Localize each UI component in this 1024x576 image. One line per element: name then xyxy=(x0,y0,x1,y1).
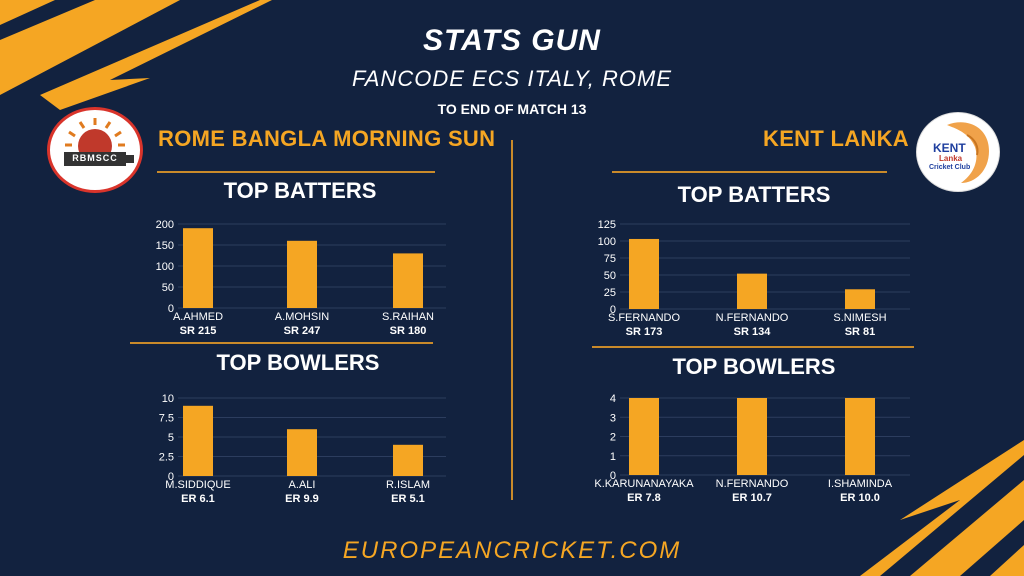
bar xyxy=(183,228,213,308)
rbmscc-logo: RBMSCC xyxy=(47,107,143,193)
y-tick-label: 0 xyxy=(610,304,616,316)
left-bowlers-chart: 0 2.5 5 7.5 10 M.SIDDIQUE ER 6.1 A.ALI ER 9.9 R.I… xyxy=(159,393,446,505)
x-sub-label: SR 247 xyxy=(284,325,321,337)
right-team-name: KENT LANKA xyxy=(763,126,909,151)
logo-text-kent: KENT xyxy=(933,141,966,155)
right-bowlers-heading: TOP BOWLERS xyxy=(672,354,836,379)
page-title: STATS GUN xyxy=(423,24,601,57)
stripe-bottom-right-3 xyxy=(990,545,1024,576)
y-tick-label: 75 xyxy=(604,253,616,265)
right-rule-top xyxy=(612,171,887,173)
x-sub-label: SR 215 xyxy=(180,325,217,337)
stripe-top-left-2 xyxy=(0,0,55,25)
y-tick-label: 0 xyxy=(610,470,616,482)
bar xyxy=(393,444,423,476)
right-rule-mid xyxy=(592,346,914,348)
x-category-label: N.FERNANDO xyxy=(716,312,789,324)
center-divider xyxy=(511,140,513,500)
y-tick-label: 10 xyxy=(162,393,174,405)
x-category-label: A.AHMED xyxy=(173,311,223,323)
stripe-top-left-1 xyxy=(0,0,180,95)
stripe-bottom-right-2 xyxy=(860,440,1024,576)
sun-emblem-icon xyxy=(64,118,134,166)
x-sub-label: SR 180 xyxy=(390,325,427,337)
x-sub-label: SR 134 xyxy=(734,326,772,338)
y-tick-label: 25 xyxy=(604,287,616,299)
y-tick-label: 150 xyxy=(156,240,174,252)
x-sub-label: ER 7.8 xyxy=(627,492,661,504)
x-sub-label: ER 5.1 xyxy=(391,493,425,505)
x-sub-label: ER 10.0 xyxy=(840,492,880,504)
bar xyxy=(287,240,317,308)
x-category-label: S.RAIHAN xyxy=(382,311,434,323)
lion-emblem-icon xyxy=(947,122,989,183)
left-batters-heading: TOP BATTERS xyxy=(223,178,377,203)
footer-site: EUROPEANCRICKET.COM xyxy=(342,537,682,564)
page-subtitle: FANCODE ECS ITALY, ROME xyxy=(351,66,673,91)
kent-lanka-logo: KENT Lanka Cricket Club xyxy=(916,112,1000,192)
stripe-bottom-right-1 xyxy=(910,480,1024,576)
x-category-label: A.MOHSIN xyxy=(275,311,329,323)
y-tick-label: 3 xyxy=(610,412,616,424)
bar xyxy=(629,238,659,309)
x-category-label: M.SIDDIQUE xyxy=(165,479,230,491)
x-sub-label: SR 81 xyxy=(845,326,876,338)
logo-text: RBMSCC xyxy=(72,153,118,163)
x-sub-label: SR 173 xyxy=(626,326,663,338)
logo-text-club: Cricket Club xyxy=(929,164,971,171)
x-sub-label: ER 6.1 xyxy=(181,493,215,505)
x-category-label: S.NIMESH xyxy=(833,312,886,324)
y-tick-label: 4 xyxy=(610,393,616,405)
x-category-label: R.ISLAM xyxy=(386,479,430,491)
x-category-label: A.ALI xyxy=(289,479,316,491)
page-note: TO END OF MATCH 13 xyxy=(437,101,587,117)
left-rule-top xyxy=(157,171,435,173)
stripe-top-left-3 xyxy=(40,0,272,110)
y-tick-label: 2 xyxy=(610,432,616,444)
right-bowlers-chart: 0 1 2 3 4 K.KARUNANAYAKA ER 7.8 N.FERNANDO ER 10… xyxy=(594,393,910,504)
y-tick-label: 5 xyxy=(168,432,174,444)
y-tick-label: 200 xyxy=(156,219,174,231)
bar xyxy=(183,405,213,476)
y-tick-label: 125 xyxy=(598,219,616,231)
right-batters-chart: 0 25 50 75 100 125 S.FERNANDO SR 173 N.FERNANDO S… xyxy=(598,219,910,338)
x-sub-label: ER 9.9 xyxy=(285,493,319,505)
left-rule-mid xyxy=(130,342,433,344)
left-batters-chart: 0 50 100 150 200 A.AHMED SR 215 A.MOHSIN SR 247 S… xyxy=(156,219,446,337)
x-sub-label: ER 10.7 xyxy=(732,492,772,504)
x-category-label: I.SHAMINDA xyxy=(828,478,893,490)
y-tick-label: 100 xyxy=(156,261,174,273)
left-bowlers-heading: TOP BOWLERS xyxy=(216,350,380,375)
bar xyxy=(845,289,875,309)
bar xyxy=(629,398,659,475)
x-category-label: N.FERNANDO xyxy=(716,478,789,490)
right-batters-heading: TOP BATTERS xyxy=(677,182,831,207)
y-tick-label: 0 xyxy=(168,303,174,315)
y-tick-label: 50 xyxy=(162,282,174,294)
bar xyxy=(737,273,767,309)
y-tick-label: 50 xyxy=(604,270,616,282)
y-tick-label: 0 xyxy=(168,471,174,483)
y-tick-label: 2.5 xyxy=(159,452,174,464)
x-category-label: K.KARUNANAYAKA xyxy=(594,478,694,490)
x-category-label: S.FERNANDO xyxy=(608,312,681,324)
y-tick-label: 7.5 xyxy=(159,413,174,425)
y-tick-label: 100 xyxy=(598,236,616,248)
logo-text-lanka: Lanka xyxy=(939,154,963,163)
y-tick-label: 1 xyxy=(610,451,616,463)
bar xyxy=(287,429,317,476)
bar xyxy=(845,398,875,475)
left-team-name: ROME BANGLA MORNING SUN xyxy=(158,126,496,151)
bar xyxy=(393,253,423,308)
bar xyxy=(737,398,767,475)
